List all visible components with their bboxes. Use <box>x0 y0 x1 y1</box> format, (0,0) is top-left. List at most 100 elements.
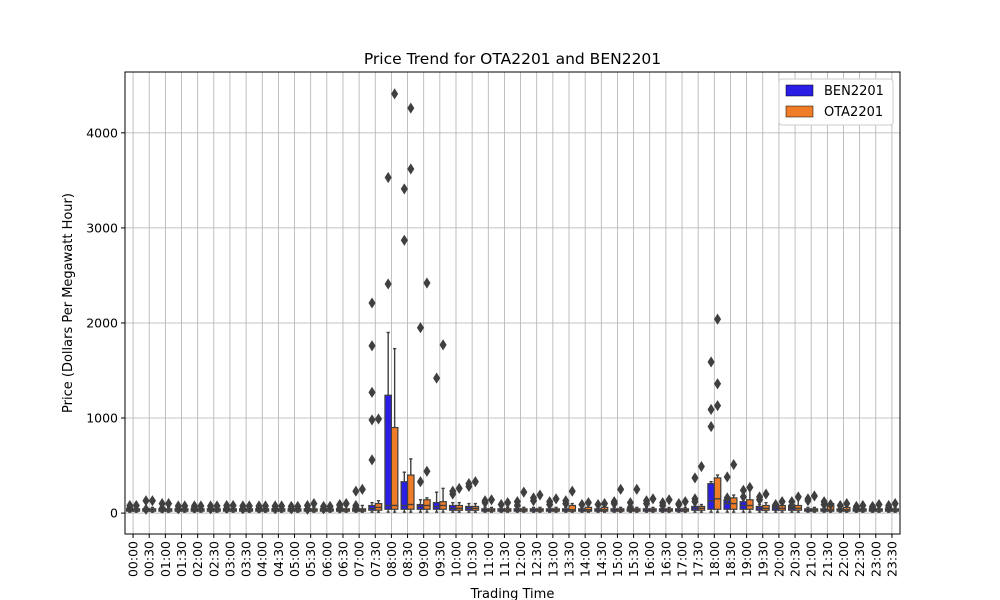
x-tick-label: 18:00 <box>707 541 722 577</box>
legend-swatch-ben2201 <box>785 84 814 97</box>
outlier-point <box>229 499 237 512</box>
boxes <box>126 331 899 513</box>
x-tick-label: 20:00 <box>771 541 786 577</box>
legend: BEN2201 OTA2201 <box>778 78 894 126</box>
outlier-point <box>584 497 592 509</box>
outlier-point <box>713 313 722 325</box>
outlier-point <box>891 498 899 510</box>
x-tick-label: 13:30 <box>562 541 577 577</box>
x-tick-label: 22:00 <box>836 541 851 577</box>
outlier-point <box>294 500 302 512</box>
x-tick-label: 14:00 <box>578 541 593 577</box>
box-ota2201 <box>568 504 577 512</box>
outlier-point <box>278 500 286 512</box>
outlier-point <box>487 494 496 506</box>
outlier-point <box>132 499 140 512</box>
outlier-point <box>633 483 641 495</box>
outlier-point <box>181 500 189 512</box>
x-tick-label: 03:00 <box>222 541 237 577</box>
outlier-point <box>433 372 441 384</box>
outlier-point <box>762 488 770 500</box>
outlier-point <box>529 495 538 507</box>
y-tick-label: 4000 <box>86 125 118 140</box>
x-tick-label: 21:30 <box>820 541 835 577</box>
outlier-point <box>391 88 399 100</box>
outlier-point <box>481 495 489 507</box>
outlier-point <box>255 500 263 512</box>
outlier-point <box>342 498 350 510</box>
y-tick-label: 3000 <box>86 220 118 235</box>
outlier-point <box>723 492 731 504</box>
outlier-point <box>358 483 366 495</box>
box-ota2201 <box>713 477 722 510</box>
x-tick-label: 18:30 <box>723 541 738 577</box>
x-tick-label: 07:00 <box>352 541 367 577</box>
outlier-point <box>713 378 722 390</box>
x-tick-label: 00:30 <box>142 541 157 577</box>
outlier-point <box>665 494 673 506</box>
outlier-point <box>794 491 802 503</box>
outlier-point <box>142 495 150 507</box>
outlier-point <box>513 499 521 512</box>
box-ota2201 <box>390 426 399 510</box>
x-axis-ticks: 00:00 00:30 01:00 01:30 02:00 02:30 03:00 03:30… <box>126 534 899 577</box>
outlier-point <box>326 500 334 512</box>
outlier-point <box>423 465 431 477</box>
outlier-point <box>691 493 699 505</box>
outlier-point <box>126 499 134 512</box>
x-tick-label: 17:30 <box>691 541 706 577</box>
x-tick-label: 08:30 <box>400 541 415 577</box>
x-tick-label: 06:00 <box>319 541 334 577</box>
outlier-point <box>416 322 425 334</box>
outlier-point <box>174 500 182 512</box>
x-tick-label: 02:00 <box>190 541 205 577</box>
outlier-point <box>642 495 651 507</box>
outlier-point <box>352 499 360 512</box>
x-tick-label: 15:00 <box>610 541 625 577</box>
outlier-point <box>336 498 344 511</box>
x-tick-label: 04:00 <box>255 541 270 577</box>
x-axis-label: Trading Time <box>470 587 555 600</box>
outlier-point <box>197 500 205 512</box>
outlier-point <box>546 498 554 511</box>
outlier-point <box>520 486 528 498</box>
outlier-point <box>439 339 447 351</box>
plot-frame <box>124 71 901 535</box>
outlier-point <box>407 102 415 114</box>
outlier-point <box>675 498 683 510</box>
outlier-point <box>885 499 893 512</box>
x-tick-label: 11:30 <box>497 541 512 577</box>
x-tick-label: 16:30 <box>658 541 673 577</box>
outlier-point <box>165 498 173 510</box>
outlier-point <box>778 496 786 508</box>
box-ota2201 <box>423 499 431 510</box>
outlier-point <box>374 413 383 425</box>
outlier-point <box>239 500 247 512</box>
outlier-point <box>384 171 392 184</box>
legend-label-ota2201: OTA2201 <box>824 105 883 120</box>
outlier-point <box>320 500 328 512</box>
outlier-point <box>746 481 754 493</box>
x-tick-label: 04:30 <box>271 541 286 577</box>
outlier-point <box>449 485 457 497</box>
legend-label-ben2201: BEN2201 <box>824 84 884 99</box>
y-axis-label: Price (Dollars Per Megawatt Hour) <box>61 193 76 413</box>
outlier-point <box>681 496 689 508</box>
outlier-point <box>600 498 609 510</box>
x-tick-label: 10:30 <box>465 541 480 577</box>
outlier-point <box>788 499 796 512</box>
outlier-point <box>400 234 408 246</box>
outlier-point <box>843 498 851 510</box>
outlier-point <box>497 498 505 511</box>
outlier-point <box>245 500 253 512</box>
outlier-point <box>368 386 376 398</box>
x-tick-label: 02:30 <box>206 541 221 577</box>
outlier-point <box>713 400 722 412</box>
x-tick-label: 01:00 <box>158 541 173 577</box>
outlier-point <box>407 163 415 175</box>
outlier-point <box>142 503 150 515</box>
y-axis-ticks: 0 1000 2000 3000 4000 <box>86 125 125 521</box>
box-ben2201 <box>384 394 393 510</box>
outlier-point <box>626 501 634 513</box>
